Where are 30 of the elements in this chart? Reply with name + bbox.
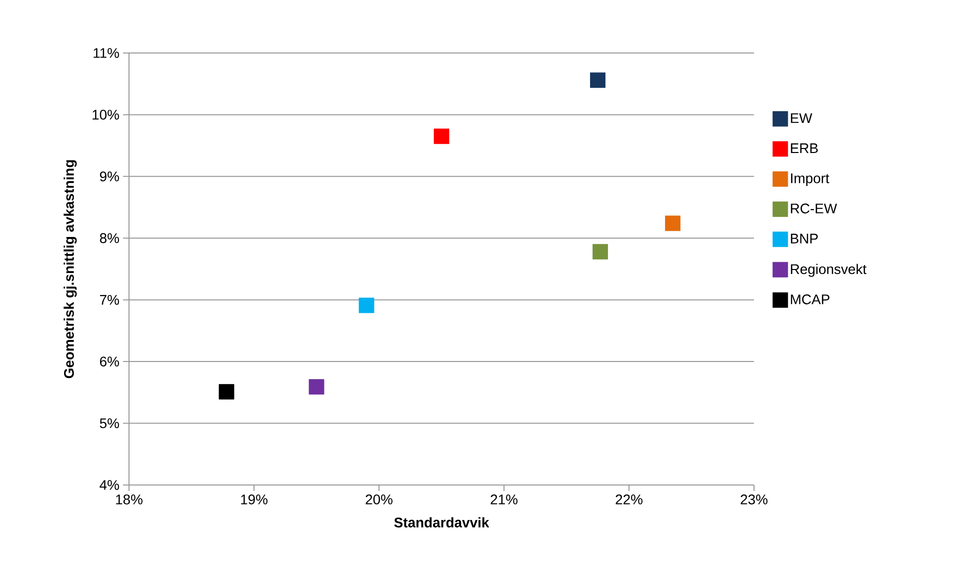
x-tick-label: 18% bbox=[116, 494, 142, 504]
y-tick-label: 4% bbox=[100, 480, 119, 490]
x-axis-title: Standardavvik bbox=[394, 517, 490, 528]
x-tick-label: 19% bbox=[241, 494, 268, 504]
point bbox=[218, 384, 234, 400]
x-tick-label: 22% bbox=[616, 494, 642, 504]
y-tick-label: 8% bbox=[100, 233, 119, 244]
legend-label: Regionsvekt bbox=[790, 264, 866, 277]
y-axis-title: Geometrisk gj.snittlig avkastning bbox=[64, 160, 77, 378]
point bbox=[665, 216, 680, 232]
point bbox=[308, 379, 324, 395]
y-tick-label: 10% bbox=[92, 110, 119, 120]
y-tick-label: 6% bbox=[100, 356, 119, 366]
legend-label: EW bbox=[790, 113, 812, 123]
legend-label: Import bbox=[791, 173, 830, 186]
legend-label: BNP bbox=[790, 234, 818, 244]
legend-label: ERB bbox=[790, 143, 818, 154]
y-tick-label: 9% bbox=[100, 171, 119, 182]
y-tick-label: 5% bbox=[100, 418, 119, 428]
x-tick-label: 23% bbox=[740, 494, 768, 504]
point bbox=[434, 128, 450, 144]
point bbox=[592, 244, 608, 260]
y-tick-label: 7% bbox=[100, 294, 119, 305]
legend-label: MCAP bbox=[790, 294, 830, 304]
point bbox=[590, 72, 606, 88]
x-tick-label: 21% bbox=[490, 494, 518, 504]
point bbox=[358, 298, 374, 314]
legend-label: RC-EW bbox=[790, 204, 838, 214]
y-tick-label: 11% bbox=[94, 48, 119, 58]
x-tick-label: 20% bbox=[366, 494, 392, 504]
